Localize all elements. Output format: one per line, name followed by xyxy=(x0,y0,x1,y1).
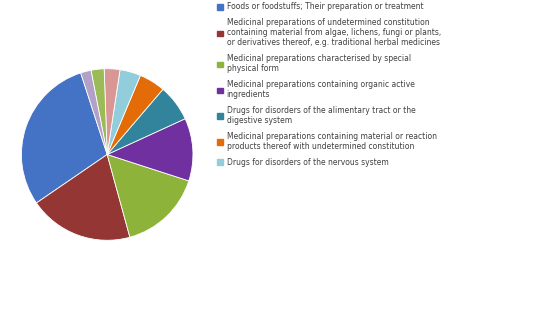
Wedge shape xyxy=(36,154,130,240)
Wedge shape xyxy=(107,119,193,181)
Legend: Foods or foodstuffs; Their preparation or treatment, Medicinal preparations of u: Foods or foodstuffs; Their preparation o… xyxy=(214,0,443,169)
Wedge shape xyxy=(104,69,120,154)
Wedge shape xyxy=(107,75,163,154)
Wedge shape xyxy=(107,70,140,154)
Wedge shape xyxy=(21,73,107,203)
Wedge shape xyxy=(81,70,107,154)
Wedge shape xyxy=(107,154,189,237)
Wedge shape xyxy=(91,69,107,154)
Wedge shape xyxy=(107,89,185,154)
